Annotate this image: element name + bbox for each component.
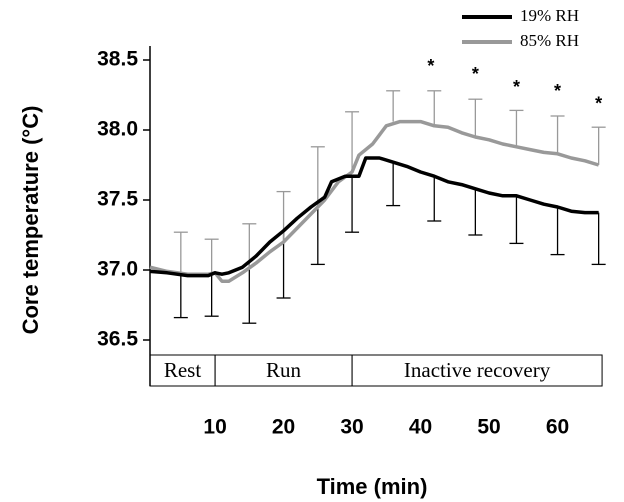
legend-label: 19% RH (520, 6, 579, 25)
x-tick-label: 50 (477, 416, 500, 439)
x-axis-label: Time (min) (317, 474, 428, 499)
y-tick-label: 37.0 (97, 258, 138, 281)
phase-box (351, 354, 603, 387)
annotation: * (427, 56, 434, 76)
x-tick-label: 10 (203, 416, 226, 439)
y-axis-label: Core temperature (°C) (18, 106, 43, 335)
y-tick-label: 38.0 (97, 118, 138, 141)
x-tick-label: 60 (546, 416, 569, 439)
phase-label: Run (266, 358, 302, 382)
phase-label: Inactive recovery (404, 358, 551, 382)
y-tick-label: 38.5 (97, 48, 138, 71)
x-tick-label: 40 (409, 416, 432, 439)
series-line (149, 156, 599, 278)
series-line (149, 119, 600, 283)
x-tick-label: 30 (340, 416, 363, 439)
x-tick-label: 20 (272, 416, 295, 439)
annotation: * (513, 77, 520, 97)
phase-label: Rest (164, 358, 202, 382)
annotation: * (554, 81, 561, 101)
annotation: * (472, 64, 479, 84)
annotation: * (595, 94, 602, 114)
y-tick-label: 37.5 (97, 188, 138, 211)
y-tick-label: 36.5 (97, 328, 138, 351)
legend-label: 85% RH (520, 31, 579, 50)
